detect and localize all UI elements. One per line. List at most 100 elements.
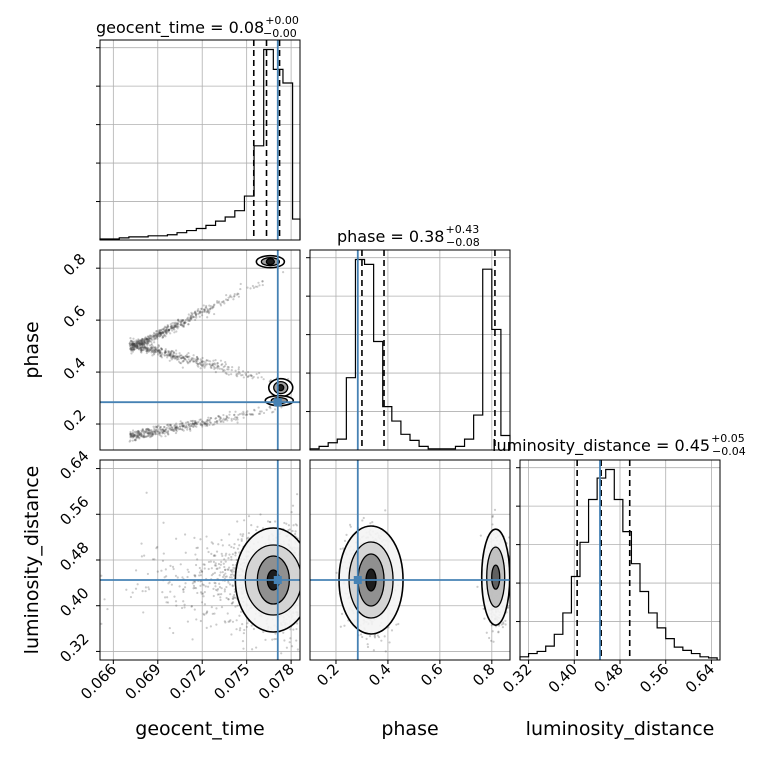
xtick-label-luminosity_distance-4: 0.64: [682, 660, 718, 696]
sample-point-time-dist: [203, 603, 207, 606]
sample-point-time-phase: [195, 359, 198, 362]
sample-point-time-phase: [195, 312, 198, 315]
sample-point-time-phase: [183, 322, 186, 325]
sample-point-time-phase: [183, 426, 187, 429]
sample-point-time-dist: [231, 584, 234, 587]
sample-point-time-phase: [265, 408, 268, 411]
sample-point-phase-dist: [373, 636, 377, 639]
sample-point-time-phase: [135, 432, 138, 435]
sample-point-time-phase: [136, 434, 139, 437]
sample-point-time-dist: [229, 573, 232, 576]
sample-point-time-phase: [158, 428, 161, 431]
sample-point-time-phase: [150, 338, 154, 342]
sample-point-time-phase: [228, 413, 231, 416]
sample-point-time-phase: [141, 340, 144, 343]
sample-point-time-phase: [191, 312, 194, 315]
sample-point-time-dist: [212, 560, 216, 564]
sample-point-time-phase: [178, 355, 181, 359]
sample-point-time-phase: [130, 352, 133, 355]
title-phase-lower: −0.08: [446, 236, 480, 249]
sample-point-phase-dist: [335, 571, 338, 574]
sample-point-time-dist: [220, 606, 224, 609]
sample-point-phase-dist: [491, 515, 494, 519]
sample-point-time-phase: [153, 346, 156, 349]
sample-point-time-dist: [236, 547, 240, 550]
sample-point-time-phase: [164, 330, 168, 333]
tick-labels: 0.066 0.069 0.072 0.075 0.078 0.2 0.4 0.6 0.8 0.3…: [56, 250, 718, 703]
sample-point-time-dist: [151, 558, 155, 561]
sample-point-time-phase: [151, 433, 154, 437]
sample-point-time-phase: [174, 427, 177, 430]
sample-point-time-phase: [209, 421, 212, 424]
sample-point-time-phase: [134, 430, 137, 433]
sample-point-time-phase: [201, 311, 204, 314]
sample-point-phase-dist: [492, 640, 495, 643]
sample-point-time-phase: [151, 432, 155, 436]
sample-point-time-phase: [142, 345, 145, 348]
sample-point-time-phase: [252, 286, 256, 289]
sample-point-time-phase: [173, 354, 176, 357]
sample-point-time-phase: [154, 432, 157, 435]
sample-point-time-phase: [206, 424, 209, 428]
sample-point-time-phase: [148, 337, 151, 341]
sample-point-time-phase: [226, 419, 229, 422]
sample-point-time-phase: [191, 422, 194, 425]
sample-point-time-phase: [138, 343, 141, 346]
sample-point-time-phase: [159, 332, 162, 335]
sample-point-time-phase: [151, 345, 154, 348]
sample-point-time-phase: [213, 423, 216, 426]
sample-point-phase-dist: [348, 523, 352, 526]
sample-point-time-phase: [167, 328, 171, 332]
sample-point-time-phase: [145, 346, 148, 349]
sample-point-time-phase: [136, 345, 139, 348]
sample-point-time-phase: [198, 311, 201, 314]
sample-point-time-phase: [185, 424, 188, 427]
sample-point-time-phase: [139, 342, 142, 345]
sample-point-time-phase: [199, 363, 202, 366]
sample-point-time-dist: [194, 553, 197, 556]
sample-point-time-phase: [145, 351, 148, 355]
sample-point-time-phase: [241, 413, 245, 416]
sample-point-time-phase: [195, 355, 199, 359]
sample-point-time-phase: [194, 310, 197, 314]
sample-point-time-phase: [154, 349, 157, 352]
sample-point-time-dist: [231, 553, 234, 556]
sample-point-time-phase: [183, 322, 186, 326]
sample-point-time-phase: [202, 364, 205, 368]
sample-point-time-phase: [172, 355, 175, 358]
sample-point-time-phase: [178, 428, 182, 431]
sample-point-time-phase: [146, 340, 149, 343]
sample-point-time-phase: [165, 354, 168, 357]
sample-point-time-phase: [150, 337, 153, 340]
sample-point-phase-dist: [365, 637, 368, 640]
sample-point-time-phase: [162, 330, 165, 334]
sample-point-time-phase: [142, 339, 146, 343]
sample-point-time-dist: [232, 595, 235, 598]
sample-point-time-phase: [152, 351, 155, 354]
sample-point-time-dist: [214, 588, 218, 591]
sample-point-time-phase: [216, 367, 219, 370]
sample-point-time-phase: [164, 351, 167, 354]
sample-point-time-phase: [169, 351, 173, 354]
sample-point-time-phase: [173, 321, 176, 324]
sample-point-time-phase: [194, 313, 197, 316]
sample-point-time-phase: [146, 427, 149, 430]
sample-point-time-phase: [200, 361, 203, 364]
sample-point-time-phase: [163, 432, 166, 435]
sample-point-time-dist: [232, 597, 235, 600]
sample-point-time-phase: [147, 339, 151, 343]
sample-point-time-phase: [145, 337, 148, 340]
sample-point-time-phase: [200, 359, 203, 362]
sample-point-time-phase: [142, 436, 145, 439]
sample-point-time-phase: [131, 342, 134, 345]
sample-point-time-phase: [174, 431, 178, 435]
sample-point-time-phase: [143, 345, 146, 349]
sample-point-time-phase: [136, 435, 139, 438]
sample-point-time-phase: [145, 337, 148, 341]
sample-point-time-dist: [191, 582, 194, 585]
sample-point-time-phase: [155, 350, 158, 353]
sample-point-time-phase: [132, 342, 135, 345]
sample-point-time-dist: [231, 563, 235, 567]
xtick-label-phase-0: 0.2: [313, 660, 343, 690]
sample-point-time-phase: [152, 348, 155, 352]
